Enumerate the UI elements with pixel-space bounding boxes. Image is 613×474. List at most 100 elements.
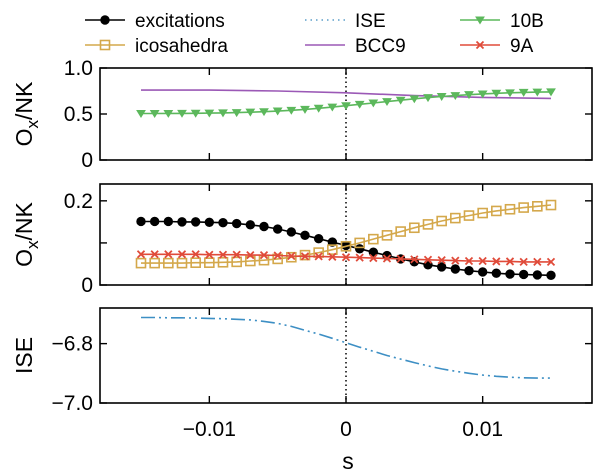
data-point: [273, 251, 282, 260]
data-point: [546, 257, 556, 266]
data-point: [518, 202, 529, 213]
data-point: [519, 257, 528, 266]
data-point: [272, 224, 283, 234]
series-9A: [136, 250, 556, 266]
data-point: [300, 230, 310, 241]
y-tick-label: 1.0: [64, 57, 93, 80]
y-tick-label: 0.5: [64, 103, 93, 126]
data-point: [205, 250, 214, 259]
data-point: [532, 270, 543, 280]
legend-entry: excitations: [85, 11, 225, 32]
data-point: [382, 98, 392, 107]
data-point: [287, 251, 296, 261]
data-point: [492, 257, 501, 266]
data-point: [259, 108, 269, 117]
data-point: [532, 88, 543, 97]
data-point: [505, 89, 515, 98]
legend: excitations ISE 10B icosahedra BCC9 9A: [85, 11, 544, 57]
data-point: [286, 251, 297, 263]
data-point: [177, 250, 187, 259]
data-point: [245, 220, 256, 230]
y-axis-title: ISE: [11, 337, 37, 374]
data-point: [477, 90, 488, 99]
data-point: [410, 255, 419, 264]
data-point: [532, 201, 543, 212]
data-point: [504, 203, 516, 215]
data-point: [505, 257, 515, 266]
legend-entry: 10B: [460, 11, 544, 32]
data-point: [245, 108, 256, 117]
data-point: [477, 207, 488, 219]
data-point: [369, 253, 378, 263]
data-point: [99, 39, 111, 51]
data-point: [286, 106, 297, 115]
data-point: [149, 110, 160, 118]
data-point: [272, 107, 283, 116]
data-point: [204, 257, 215, 268]
data-point: [135, 257, 147, 269]
panel-3: −6.8 −7.0 ISE: [11, 307, 593, 415]
series-line: [141, 204, 552, 264]
data-point: [163, 109, 174, 118]
data-point: [246, 250, 255, 260]
legend-entry: 9A: [460, 36, 534, 57]
data-point: [259, 221, 269, 232]
data-point: [464, 256, 474, 266]
data-point: [463, 210, 475, 221]
series-10B: [136, 88, 556, 118]
data-point: [396, 254, 405, 264]
legend-entry: ISE: [305, 11, 386, 32]
data-point: [355, 253, 364, 262]
data-point: [409, 222, 420, 234]
x-tick-label: −0.01: [183, 418, 236, 441]
data-point: [231, 109, 242, 118]
data-point: [354, 237, 365, 249]
y-tick-label: −6.8: [52, 333, 93, 356]
y-tick-label: 0: [81, 149, 93, 172]
data-point: [478, 256, 487, 266]
legend-label: BCC9: [355, 36, 406, 57]
data-point: [354, 100, 365, 109]
x-tick-label: 0: [340, 418, 352, 441]
y-tick-label: 0: [81, 274, 93, 297]
data-point: [218, 250, 228, 259]
data-point: [299, 249, 311, 261]
data-point: [149, 216, 160, 227]
legend-label: ISE: [355, 11, 386, 32]
data-point: [286, 227, 297, 237]
y-tick-label: 0.2: [64, 190, 93, 213]
data-point: [218, 218, 228, 228]
data-point: [190, 257, 201, 268]
data-point: [368, 247, 379, 257]
legend-entry: BCC9: [305, 36, 406, 57]
y-axis-title: Ox/NK: [11, 81, 42, 146]
x-axis-title: s: [342, 448, 354, 474]
data-point: [136, 110, 146, 118]
data-point: [354, 244, 365, 254]
data-point: [100, 15, 110, 25]
data-point: [327, 244, 338, 255]
legend-label: 10B: [510, 11, 544, 32]
data-point: [477, 267, 488, 277]
data-point: [136, 216, 146, 227]
data-point: [300, 252, 310, 261]
data-point: [436, 215, 447, 227]
data-point: [505, 269, 515, 279]
series-line: [141, 316, 551, 379]
data-point: [300, 105, 310, 114]
y-tick-label: −7.0: [52, 392, 93, 415]
data-point: [491, 89, 502, 98]
series-ISE: [141, 316, 551, 379]
data-point: [450, 92, 461, 101]
data-point: [533, 257, 542, 266]
panel-2: 0 0.2 Ox/NK: [11, 183, 593, 297]
data-point: [327, 103, 338, 112]
data-point: [382, 254, 392, 263]
data-point: [245, 255, 256, 267]
series-icosahedra: [135, 199, 557, 269]
data-point: [341, 102, 351, 111]
data-point: [204, 217, 215, 227]
data-point: [545, 199, 557, 211]
data-point: [464, 265, 474, 276]
